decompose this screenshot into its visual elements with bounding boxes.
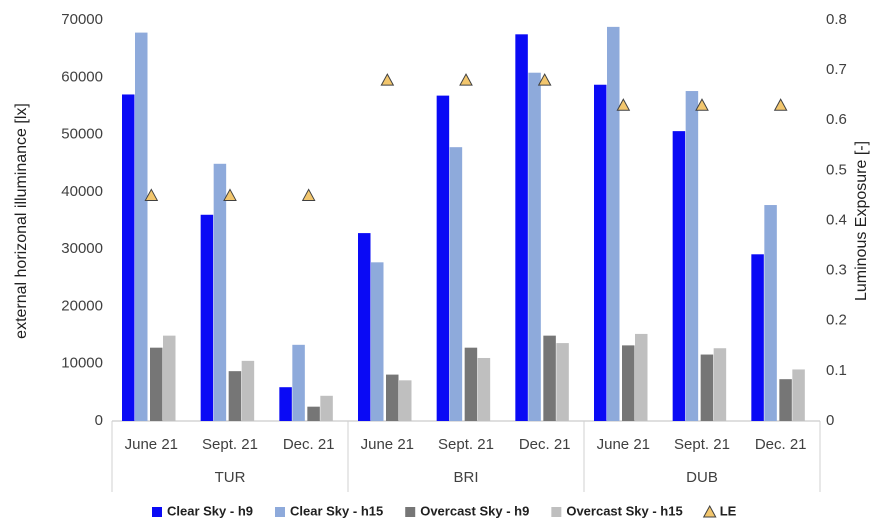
bar — [672, 131, 686, 422]
legend-marker — [152, 507, 162, 517]
x-tick-label: Sept. 21 — [202, 436, 258, 453]
legend-label: Overcast Sky - h15 — [566, 503, 682, 518]
y-tick-label: 50000 — [61, 126, 103, 143]
group-label: DUB — [686, 469, 718, 486]
bar — [528, 72, 541, 422]
y-tick-label: 20000 — [61, 297, 103, 314]
legend-marker — [702, 504, 717, 518]
x-tick-label: Sept. 21 — [438, 436, 494, 453]
group-label: BRI — [453, 469, 478, 486]
bar — [307, 406, 320, 421]
bar — [751, 254, 764, 421]
legend-marker — [551, 507, 562, 517]
bar — [685, 91, 699, 421]
marker — [144, 188, 159, 201]
bar — [779, 379, 792, 421]
y-tick-label: 70000 — [61, 11, 103, 28]
bar — [320, 395, 333, 421]
bar — [700, 354, 714, 421]
bar — [477, 357, 491, 421]
y-tick-label: 60000 — [61, 68, 103, 85]
bar — [556, 343, 569, 421]
bar — [764, 205, 777, 421]
marker — [380, 73, 395, 86]
bar — [594, 84, 607, 422]
legend-label: Clear Sky - h15 — [290, 503, 383, 518]
x-tick-label: June 21 — [125, 436, 178, 453]
bar — [163, 335, 176, 421]
y2-tick-label: 0.1 — [826, 362, 847, 379]
group-label: TUR — [215, 469, 246, 486]
y2-tick-label: 0.2 — [826, 312, 847, 329]
marker — [695, 98, 709, 111]
bar — [713, 348, 727, 421]
marker — [223, 188, 237, 201]
marker — [773, 98, 788, 111]
bar — [386, 374, 399, 421]
x-tick-label: June 21 — [597, 436, 650, 453]
bar — [371, 262, 384, 421]
y-tick-label: 40000 — [61, 183, 103, 200]
y-tick-label: 30000 — [61, 240, 103, 257]
bar — [228, 371, 242, 421]
bar — [464, 347, 478, 421]
x-tick-label: June 21 — [361, 436, 414, 453]
bar — [515, 34, 528, 421]
y2-tick-label: 0.7 — [826, 61, 847, 78]
bar — [436, 95, 450, 422]
bar — [213, 163, 227, 421]
bar — [635, 333, 648, 421]
legend-label: Clear Sky - h9 — [167, 503, 253, 518]
y-tick-label: 10000 — [61, 355, 103, 372]
bar — [150, 347, 163, 421]
x-tick-label: Dec. 21 — [283, 436, 335, 453]
y-axis-title: external horizonal illuminance [lx] — [13, 103, 30, 339]
marker — [301, 188, 316, 201]
bar — [792, 369, 805, 421]
marker — [616, 98, 631, 111]
legend-label: LE — [720, 503, 737, 518]
legend-label: Overcast Sky - h9 — [420, 503, 529, 518]
bar — [241, 360, 255, 421]
legend-marker — [405, 507, 416, 517]
legend-marker — [275, 507, 285, 517]
y2-tick-label: 0.6 — [826, 111, 847, 128]
bar — [449, 147, 463, 421]
y2-tick-label: 0.3 — [826, 262, 847, 279]
bar — [543, 335, 556, 421]
bar — [399, 380, 412, 421]
y2-tick-label: 0.4 — [826, 211, 847, 228]
x-tick-label: Dec. 21 — [755, 436, 807, 453]
y2-axis-title: Luminous Exposure [-] — [853, 141, 870, 301]
bar — [200, 214, 214, 421]
bar — [607, 26, 620, 421]
y2-tick-label: 0.5 — [826, 161, 847, 178]
x-tick-label: Sept. 21 — [674, 436, 730, 453]
y2-tick-label: 0 — [826, 412, 834, 429]
y2-tick-label: 0.8 — [826, 11, 847, 28]
marker — [537, 73, 552, 86]
bar — [122, 94, 135, 421]
bar — [292, 344, 305, 421]
bar — [279, 387, 292, 421]
bar — [622, 345, 635, 421]
bar — [135, 32, 148, 422]
bar — [358, 233, 371, 421]
marker — [459, 73, 473, 86]
y-tick-label: 0 — [95, 412, 103, 429]
x-tick-label: Dec. 21 — [519, 436, 571, 453]
